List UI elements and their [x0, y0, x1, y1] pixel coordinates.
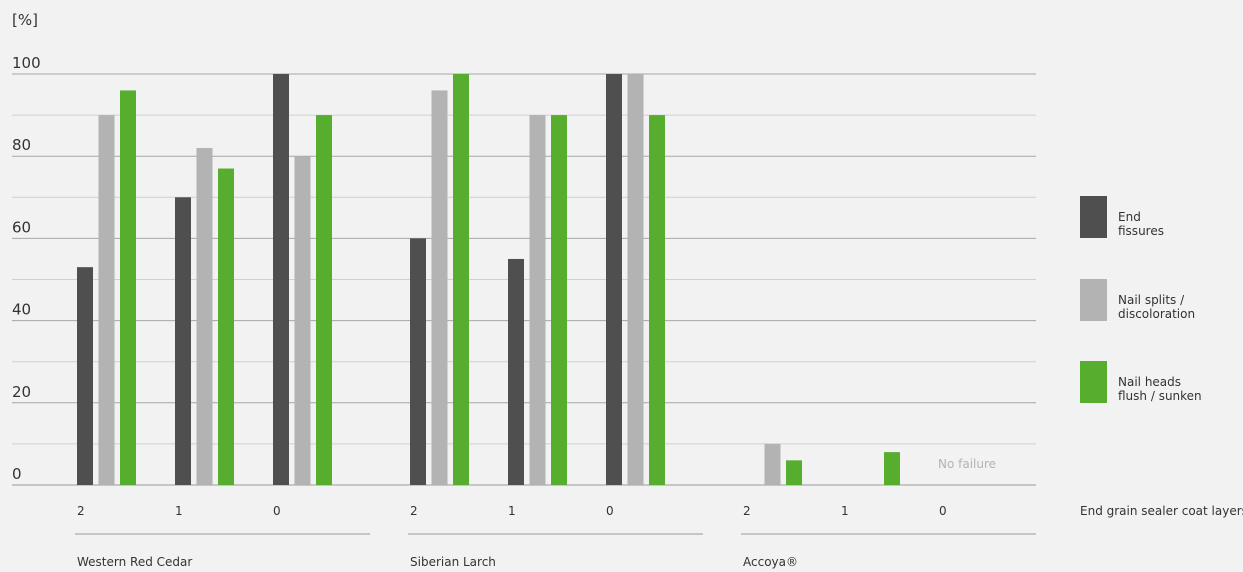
x-category-label: 1 — [841, 504, 849, 518]
bar-nail-heads — [786, 460, 802, 485]
y-tick-label: 0 — [12, 465, 22, 483]
legend-label: Nail splits / — [1118, 293, 1185, 307]
bar-nail-heads — [218, 168, 234, 485]
bar-nail-splits — [196, 147, 213, 486]
group-label: Western Red Cedar — [77, 555, 192, 569]
x-category-label: 2 — [77, 504, 85, 518]
x-category-label: 0 — [273, 504, 281, 518]
bar-nail-heads — [551, 115, 567, 485]
bar-nail-heads — [120, 90, 136, 485]
legend-label: fissures — [1118, 224, 1164, 238]
legend-label: Nail heads — [1118, 375, 1181, 389]
x-axis-title: End grain sealer coat layers — [1080, 504, 1243, 518]
bar-nail-heads — [649, 115, 665, 485]
y-tick-label: 80 — [12, 136, 31, 154]
bar-end-fissures — [606, 74, 622, 485]
x-axis-categories: 2 1 0 2 1 0 2 1 0 — [77, 504, 947, 518]
legend-swatch — [1080, 361, 1107, 403]
x-category-label: 0 — [939, 504, 947, 518]
bar-nail-splits — [98, 115, 115, 485]
legend-label: End — [1118, 210, 1141, 224]
bar-end-fissures — [410, 238, 426, 485]
group-label: Accoya® — [743, 555, 798, 569]
y-tick-label: 20 — [12, 383, 31, 401]
no-failure-note: No failure — [938, 457, 996, 471]
x-category-label: 2 — [410, 504, 418, 518]
bar-nail-splits — [294, 156, 311, 485]
x-category-label: 0 — [606, 504, 614, 518]
group-labels: Western Red Cedar Siberian Larch Accoya® No… — [75, 457, 1036, 569]
y-tick-label: 60 — [12, 218, 31, 236]
bar-nail-heads — [453, 74, 469, 485]
bar-nail-splits — [764, 443, 781, 485]
legend-label: flush / sunken — [1118, 389, 1202, 403]
x-category-label: 1 — [508, 504, 516, 518]
bar-nail-splits — [431, 90, 448, 485]
y-tick-label: 100 — [12, 54, 41, 72]
bar-nail-splits — [627, 74, 644, 485]
bar-end-fissures — [273, 74, 289, 485]
x-category-label: 1 — [175, 504, 183, 518]
legend-label: discoloration — [1118, 307, 1195, 321]
y-tick-label: 40 — [12, 301, 31, 319]
legend-swatch — [1080, 196, 1107, 238]
bar-nail-splits — [529, 115, 546, 485]
group-label: Siberian Larch — [410, 555, 496, 569]
legend-swatch — [1080, 279, 1107, 321]
bar-nail-heads — [316, 115, 332, 485]
bars — [77, 74, 900, 486]
y-unit-label: [%] — [12, 11, 38, 29]
bar-end-fissures — [175, 197, 191, 486]
y-axis-ticks: 0 20 40 60 80 100 — [12, 54, 41, 483]
bar-end-fissures — [508, 258, 524, 485]
bar-end-fissures — [77, 267, 93, 485]
bar-nail-heads — [884, 452, 900, 485]
x-category-label: 2 — [743, 504, 751, 518]
